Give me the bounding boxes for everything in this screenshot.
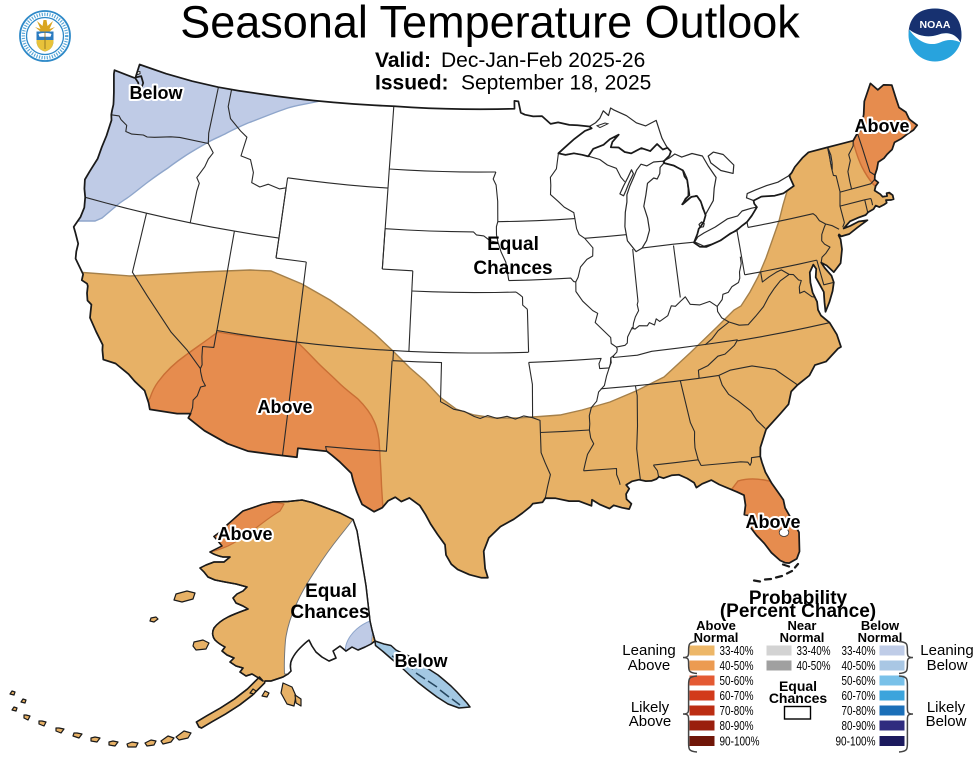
svg-text:Chances: Chances <box>769 690 828 706</box>
svg-text:Below: Below <box>927 657 968 674</box>
svg-text:September 18, 2025: September 18, 2025 <box>461 72 651 95</box>
svg-text:Chances: Chances <box>290 602 369 623</box>
svg-text:Likely: Likely <box>927 699 966 716</box>
svg-text:Below: Below <box>926 713 967 730</box>
svg-text:Below: Below <box>129 83 183 103</box>
svg-text:33-40%: 33-40% <box>842 643 876 658</box>
svg-text:Above: Above <box>696 618 736 633</box>
svg-text:Below: Below <box>394 651 448 671</box>
svg-text:90-100%: 90-100% <box>720 734 760 749</box>
svg-text:60-70%: 60-70% <box>842 688 876 703</box>
svg-text:80-90%: 80-90% <box>720 718 754 733</box>
svg-text:Equal: Equal <box>487 234 539 255</box>
svg-text:Equal: Equal <box>305 581 357 602</box>
svg-text:Above: Above <box>257 397 312 417</box>
svg-text:40-50%: 40-50% <box>797 658 831 673</box>
svg-text:50-60%: 50-60% <box>842 673 876 688</box>
svg-text:50-60%: 50-60% <box>720 673 754 688</box>
svg-text:Chances: Chances <box>473 258 552 279</box>
svg-text:Normal: Normal <box>780 630 825 645</box>
svg-text:Above: Above <box>217 524 272 544</box>
svg-text:Valid:: Valid: <box>375 49 431 72</box>
svg-text:33-40%: 33-40% <box>797 643 831 658</box>
svg-text:Issued:: Issued: <box>375 72 449 95</box>
svg-text:33-40%: 33-40% <box>720 643 754 658</box>
svg-text:Equal: Equal <box>779 678 817 694</box>
svg-text:NOAA: NOAA <box>920 19 951 31</box>
svg-text:Likely: Likely <box>631 699 670 716</box>
svg-text:70-80%: 70-80% <box>720 703 754 718</box>
svg-text:Above: Above <box>628 657 671 674</box>
svg-text:Probability: Probability <box>749 588 848 609</box>
svg-text:Leaning: Leaning <box>622 642 675 659</box>
svg-text:Dec-Jan-Feb 2025-26: Dec-Jan-Feb 2025-26 <box>441 49 645 72</box>
svg-text:Seasonal Temperature Outlook: Seasonal Temperature Outlook <box>180 0 800 48</box>
svg-text:Below: Below <box>861 618 900 633</box>
svg-text:Above: Above <box>629 713 672 730</box>
svg-text:40-50%: 40-50% <box>842 658 876 673</box>
svg-text:Near: Near <box>788 618 817 633</box>
svg-text:Above: Above <box>745 512 800 532</box>
svg-text:60-70%: 60-70% <box>720 688 754 703</box>
svg-text:Normal: Normal <box>694 630 739 645</box>
svg-text:(Percent Chance): (Percent Chance) <box>720 601 876 622</box>
svg-text:Above: Above <box>854 116 909 136</box>
svg-text:70-80%: 70-80% <box>842 703 876 718</box>
svg-text:Leaning: Leaning <box>920 642 973 659</box>
svg-text:80-90%: 80-90% <box>842 718 876 733</box>
svg-text:90-100%: 90-100% <box>836 734 876 749</box>
svg-text:40-50%: 40-50% <box>720 658 754 673</box>
svg-text:Normal: Normal <box>858 630 903 645</box>
